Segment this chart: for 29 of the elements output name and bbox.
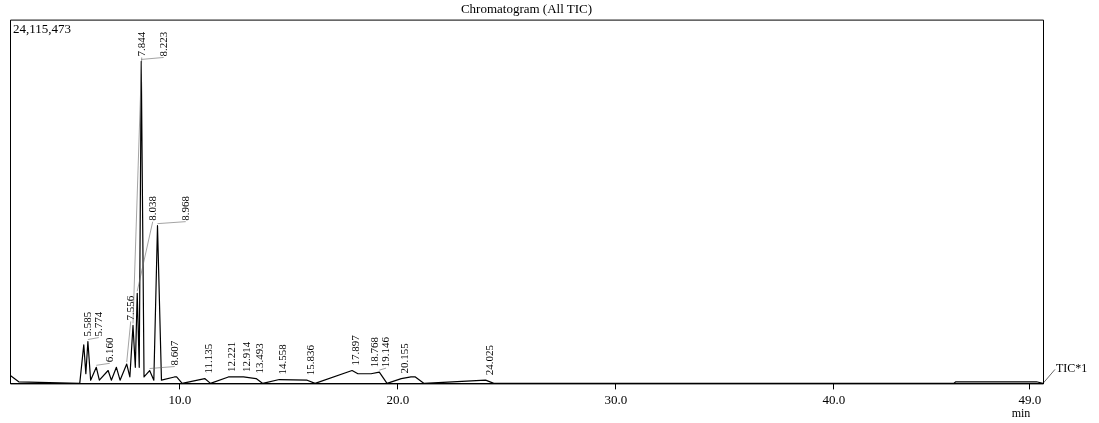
x-tick-label: 30.0 [604,391,628,407]
x-axis-title: min [1011,405,1031,420]
x-tick-label: 10.0 [168,391,192,407]
annotation: 8.223 [156,31,169,57]
annotation: 12.221 [225,341,238,372]
annotation: 8.968 [178,195,191,221]
x-tick-label: 40.0 [822,391,846,407]
annotation: 24.025 [482,344,495,376]
text: 24,115,473 [13,20,72,36]
annotation: 8.038 [145,195,158,221]
annotation: 6.160 [102,337,115,363]
annotation: 11.135 [201,343,214,374]
annotation: 7.844 [134,31,147,57]
annotation: 18.768 [367,336,380,368]
annotation: 13.493 [253,342,265,374]
annotation: 19.146 [378,336,391,368]
x-tick-label: 20.0 [386,391,410,407]
annotation: 7.556 [123,295,136,321]
annotation: 12.914 [240,341,253,372]
annotation: 14.558 [276,343,289,375]
series-label: TIC*1 [1056,360,1088,375]
annotation: 8.607 [167,340,180,366]
annotation: 5.774 [91,311,104,337]
annotation: 5.585 [80,311,93,337]
x-tick-label: 49.0 [1018,391,1042,407]
chart-title: Chromatogram (All TIC) [460,1,593,17]
annotation: 20.155 [398,342,411,374]
annotation: 17.897 [348,334,361,366]
annotation: 15.836 [304,344,317,376]
